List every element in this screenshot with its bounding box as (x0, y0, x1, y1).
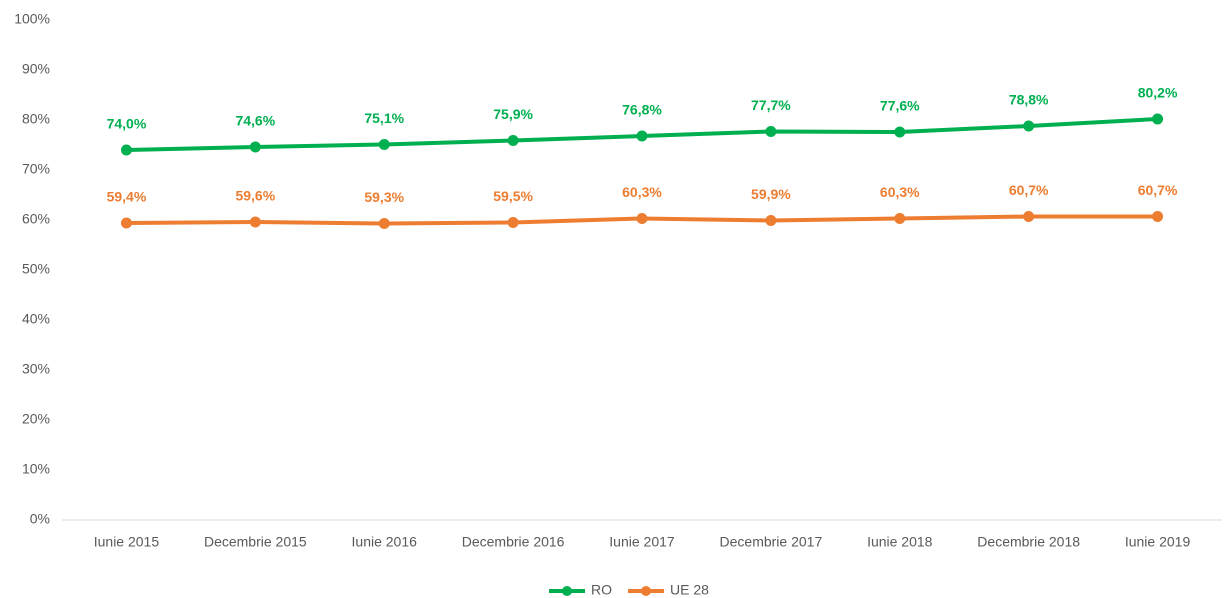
value-label: 77,6% (880, 98, 920, 114)
y-tick-label: 60% (22, 211, 50, 227)
value-label: 80,2% (1138, 85, 1178, 101)
value-label: 59,6% (235, 188, 275, 204)
value-label: 60,3% (622, 184, 662, 200)
value-label: 60,7% (1009, 182, 1049, 198)
y-tick-label: 30% (22, 361, 50, 377)
legend-marker (562, 586, 572, 596)
x-tick-label: Decembrie 2018 (977, 534, 1080, 550)
x-tick-label: Iunie 2017 (609, 534, 675, 550)
legend-marker (641, 586, 651, 596)
x-tick-label: Decembrie 2016 (462, 534, 565, 550)
x-tick-label: Iunie 2016 (352, 534, 418, 550)
point (249, 216, 261, 228)
point (378, 139, 390, 150)
y-tick-label: 20% (22, 411, 50, 427)
value-label: 59,9% (751, 186, 791, 202)
y-tick-label: 100% (14, 11, 50, 27)
value-label: 76,8% (622, 102, 662, 118)
x-tick-label: Decembrie 2015 (204, 534, 307, 550)
value-label: 74,0% (107, 116, 147, 132)
x-tick-label: Decembrie 2017 (720, 534, 823, 550)
point (507, 135, 519, 146)
point (636, 213, 648, 224)
x-tick-label: Iunie 2018 (867, 534, 933, 550)
x-tick-label: Iunie 2015 (94, 534, 160, 550)
y-tick-label: 0% (30, 511, 50, 527)
value-label: 59,4% (107, 189, 147, 205)
y-tick-label: 10% (22, 461, 50, 477)
y-tick-label: 70% (22, 161, 50, 177)
x-tick-label: Iunie 2019 (1125, 534, 1191, 550)
point (249, 141, 261, 153)
value-label: 59,3% (364, 189, 404, 205)
point (765, 126, 777, 137)
point (636, 130, 648, 142)
value-label: 74,6% (235, 113, 275, 129)
point (1152, 211, 1164, 222)
point (1023, 120, 1035, 132)
point (120, 144, 132, 156)
legend-label: UE 28 (670, 582, 709, 598)
value-label: 75,1% (364, 110, 404, 126)
point (1152, 113, 1164, 125)
value-label: 75,9% (493, 106, 533, 122)
value-label: 78,8% (1009, 92, 1049, 108)
value-label: 60,7% (1138, 182, 1178, 198)
point (378, 218, 390, 229)
y-tick-label: 80% (22, 111, 50, 127)
point (894, 213, 906, 224)
point (120, 217, 132, 229)
value-label: 60,3% (880, 184, 920, 200)
y-tick-label: 40% (22, 311, 50, 327)
y-tick-label: 90% (22, 61, 50, 77)
point (1023, 211, 1035, 222)
point (765, 215, 777, 226)
legend-label: RO (591, 582, 612, 598)
value-label: 59,5% (493, 188, 533, 204)
y-tick-label: 50% (22, 261, 50, 277)
value-label: 77,7% (751, 97, 791, 113)
point (507, 217, 519, 228)
point (894, 126, 906, 138)
